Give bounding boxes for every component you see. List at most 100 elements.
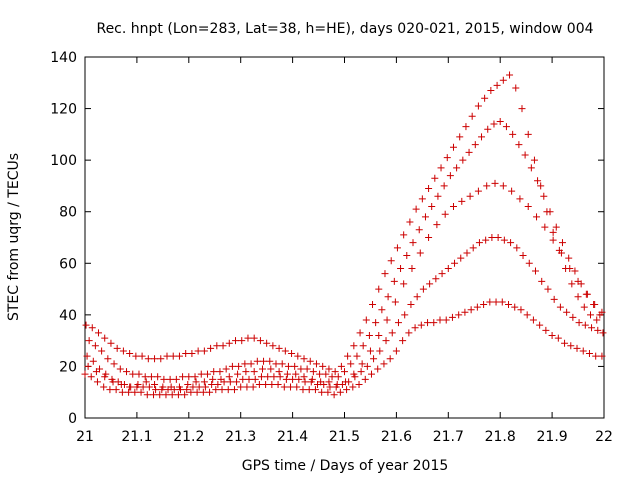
- data-point: [417, 321, 425, 329]
- data-point: [478, 133, 486, 141]
- data-point: [469, 244, 477, 252]
- data-point: [462, 123, 470, 131]
- data-point: [293, 383, 301, 391]
- data-point: [182, 350, 190, 358]
- data-point: [533, 213, 541, 221]
- data-point: [424, 319, 432, 327]
- data-point: [241, 360, 249, 368]
- data-point: [139, 383, 147, 391]
- data-point: [471, 141, 479, 149]
- data-point: [438, 270, 446, 278]
- data-point: [474, 102, 482, 110]
- data-point: [163, 352, 171, 360]
- data-point: [135, 370, 143, 378]
- data-point: [336, 388, 344, 396]
- data-point: [333, 380, 341, 388]
- data-point: [160, 375, 168, 383]
- data-point: [264, 373, 272, 381]
- data-point: [400, 280, 408, 288]
- data-point: [569, 313, 577, 321]
- data-point: [430, 319, 438, 327]
- data-point: [521, 151, 529, 159]
- data-point: [449, 203, 457, 211]
- data-point: [383, 316, 391, 324]
- data-point: [431, 174, 439, 182]
- data-point: [257, 373, 265, 381]
- data-point: [275, 344, 283, 352]
- data-point: [256, 337, 264, 345]
- y-tick-label: 0: [68, 411, 77, 427]
- data-point: [599, 329, 607, 337]
- data-point: [295, 375, 303, 383]
- data-point: [288, 350, 296, 358]
- data-point: [123, 368, 131, 376]
- data-point: [181, 391, 189, 399]
- data-point: [82, 321, 90, 329]
- data-point: [107, 339, 115, 347]
- data-point: [365, 331, 373, 339]
- data-point: [557, 249, 565, 257]
- data-point: [357, 368, 365, 376]
- data-point: [580, 303, 588, 311]
- data-point: [325, 365, 333, 373]
- data-point: [463, 249, 471, 257]
- data-point: [116, 365, 124, 373]
- data-point: [142, 378, 150, 386]
- data-point: [210, 368, 218, 376]
- data-point: [326, 383, 334, 391]
- data-point: [318, 388, 326, 396]
- y-tick-label: 120: [50, 102, 77, 118]
- data-point: [239, 375, 247, 383]
- data-point: [507, 239, 515, 247]
- data-point: [192, 378, 200, 386]
- data-point: [237, 383, 245, 391]
- data-point: [253, 357, 261, 365]
- data-point: [187, 388, 195, 396]
- data-point: [201, 383, 209, 391]
- data-point: [496, 117, 504, 125]
- data-point: [258, 365, 266, 373]
- data-point: [432, 275, 440, 283]
- data-point: [392, 347, 400, 355]
- x-tick-label: 21.5: [329, 429, 360, 445]
- data-point: [230, 386, 238, 394]
- data-point: [199, 388, 207, 396]
- data-point: [519, 252, 527, 260]
- data-point: [151, 380, 159, 388]
- data-point: [442, 316, 450, 324]
- data-point: [101, 373, 109, 381]
- data-point: [411, 324, 419, 332]
- data-point: [138, 352, 146, 360]
- data-point: [93, 378, 101, 386]
- data-point: [168, 391, 176, 399]
- data-point: [540, 192, 548, 200]
- data-point: [322, 370, 330, 378]
- x-tick-label: 21.4: [277, 429, 308, 445]
- data-point: [316, 370, 324, 378]
- data-point: [367, 370, 375, 378]
- data-point: [482, 236, 490, 244]
- data-point: [598, 352, 606, 360]
- data-point: [200, 347, 208, 355]
- data-point: [407, 301, 415, 309]
- data-point: [502, 123, 510, 131]
- data-point: [499, 182, 507, 190]
- data-point: [548, 331, 556, 339]
- data-point: [505, 301, 513, 309]
- data-point: [125, 388, 133, 396]
- y-tick-label: 20: [59, 359, 77, 375]
- data-point: [328, 373, 336, 381]
- data-point: [309, 368, 317, 376]
- data-point: [207, 344, 215, 352]
- data-point: [150, 391, 158, 399]
- data-point: [272, 360, 280, 368]
- data-point: [87, 373, 95, 381]
- data-point: [233, 378, 241, 386]
- data-point: [134, 380, 142, 388]
- data-point: [375, 285, 383, 293]
- data-point: [100, 383, 108, 391]
- data-point: [194, 347, 202, 355]
- data-point: [101, 334, 109, 342]
- data-point: [448, 313, 456, 321]
- data-point: [513, 244, 521, 252]
